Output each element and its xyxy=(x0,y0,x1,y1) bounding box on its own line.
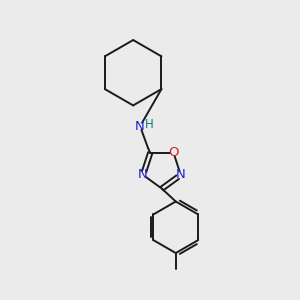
Text: N: N xyxy=(138,168,148,182)
Text: N: N xyxy=(135,120,145,133)
Text: N: N xyxy=(176,168,186,182)
Text: H: H xyxy=(145,118,154,131)
Text: O: O xyxy=(168,146,179,159)
